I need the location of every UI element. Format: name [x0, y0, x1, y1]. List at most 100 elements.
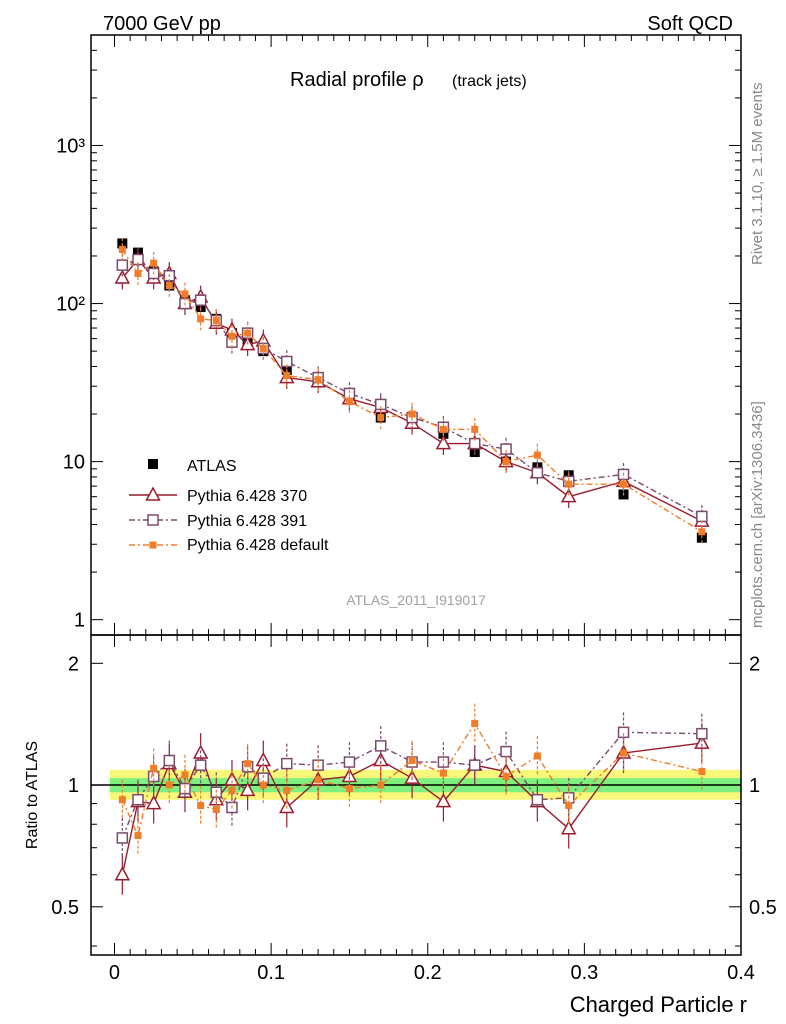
legend: ATLAS Pythia 6.428 370 Pythia 6.428 391 …	[129, 458, 329, 554]
ratio-point-pdefault	[244, 760, 252, 768]
main-title: Radial profile ρ	[290, 69, 424, 91]
main-point-pdefault	[244, 329, 252, 337]
legend-marker-p370	[145, 486, 161, 501]
main-point-pdefault	[181, 290, 189, 298]
main-point-pdefault	[134, 269, 142, 277]
main-point-p391	[696, 510, 708, 523]
ratio-point-pdefault	[259, 781, 267, 789]
ratio-point-pdefault	[118, 796, 126, 804]
ratio-point-p391	[531, 793, 544, 806]
ratio-y-tick-label: 1	[68, 775, 79, 797]
ratio-point-p391	[116, 832, 129, 844]
ratio-point-pdefault	[345, 785, 353, 793]
ratio-y-tick-label-right: 0.5	[749, 897, 777, 919]
ratio-point-p370	[114, 866, 131, 881]
main-point-p391	[531, 467, 544, 479]
ratio-point-p391	[375, 740, 387, 752]
main-point-p391	[500, 443, 512, 455]
x-tick-label: 0	[109, 962, 120, 984]
x-tick-label: 0.3	[570, 962, 598, 984]
ratio-point-p391	[343, 756, 356, 768]
ratio-point-p391	[179, 782, 191, 795]
ratio-point-pdefault	[181, 771, 189, 779]
main-point-pdefault	[408, 410, 416, 418]
main-point-pdefault	[439, 425, 447, 433]
ratio-point-pdefault	[165, 781, 173, 789]
ratio-point-pdefault	[408, 757, 416, 765]
legend-marker-pdefault	[149, 541, 157, 549]
main-point-pdefault	[150, 259, 158, 267]
main-point-p370	[114, 269, 131, 284]
x-axis-label: Charged Particle r	[570, 992, 747, 1017]
main-point-pdefault	[377, 414, 385, 422]
ratio-point-pdefault	[150, 764, 158, 772]
legend-label-atlas: ATLAS	[187, 458, 237, 475]
ratio-series-line-pdefault	[121, 722, 703, 838]
side-label-top: Rivet 3.1.10, ≥ 1.5M events	[749, 83, 766, 266]
main-point-pdefault	[118, 245, 126, 253]
ratio-point-p391	[696, 727, 708, 740]
ratio-point-p370	[560, 820, 577, 835]
ratio-series-line-p391	[121, 731, 702, 839]
ratio-point-pdefault	[314, 776, 322, 784]
main-series-line-p391	[122, 258, 703, 518]
main-y-tick-label: 10³	[56, 135, 85, 157]
main-point-pdefault	[620, 480, 628, 488]
ratio-point-p391	[617, 726, 630, 739]
ratio-ylabel: Ratio to ATLAS	[24, 741, 41, 849]
main-subtitle: (track jets)	[452, 73, 527, 90]
main-point-p391	[116, 259, 129, 271]
ratio-point-pdefault	[439, 769, 447, 777]
ratio-point-p391	[194, 759, 207, 771]
main-series-line-p370	[121, 258, 703, 522]
ratio-point-pdefault	[212, 806, 220, 814]
main-point-p370	[435, 435, 452, 450]
main-point-pdefault	[259, 344, 267, 352]
analysis-tag: ATLAS_2011_I919017	[346, 592, 486, 608]
ratio-point-p370	[694, 734, 710, 749]
ratio-point-pdefault	[698, 768, 706, 776]
legend-label-p370: Pythia 6.428 370	[187, 488, 307, 505]
ratio-point-pdefault	[620, 749, 628, 757]
ratio-point-pdefault	[283, 786, 291, 794]
ratio-point-p391	[132, 793, 144, 806]
ratio-panel-frame	[90, 634, 742, 956]
main-point-pdefault	[228, 332, 236, 340]
side-label-bottom: mcplots.cern.ch [arXiv:1306.3436]	[749, 401, 766, 628]
ratio-point-p370	[239, 781, 256, 797]
legend-label-pdefault: Pythia 6.428 default	[187, 537, 329, 554]
main-point-pdefault	[314, 376, 322, 384]
legend-marker-atlas	[148, 459, 158, 469]
main-point-pdefault	[345, 398, 353, 406]
header-right: Soft QCD	[647, 13, 733, 35]
main-point-pdefault	[698, 528, 706, 536]
ratio-point-pdefault	[197, 802, 205, 810]
ratio-point-pdefault	[565, 802, 573, 810]
main-point-pdefault	[197, 315, 205, 323]
main-point-pdefault	[533, 451, 541, 459]
main-point-pdefault	[283, 372, 291, 380]
ratio-point-pdefault	[502, 772, 510, 780]
ratio-point-pdefault	[471, 719, 479, 727]
main-y-tick-label: 10²	[56, 294, 85, 316]
ratio-point-p370	[224, 771, 240, 786]
ratio-point-pdefault	[134, 832, 142, 840]
ratio-point-p391	[468, 759, 481, 771]
x-tick-label: 0.1	[257, 962, 285, 984]
legend-marker-p391	[147, 514, 159, 526]
ratio-point-p391	[500, 745, 512, 758]
main-point-p391	[194, 294, 207, 306]
header-left: 7000 GeV pp	[103, 13, 221, 35]
ratio-point-pdefault	[533, 752, 541, 760]
main-point-pdefault	[212, 317, 220, 325]
x-tick-label: 0.2	[414, 962, 442, 984]
ratio-y-tick-label-right: 1	[749, 775, 760, 797]
ratio-point-p391	[163, 754, 176, 767]
main-point-pdefault	[565, 480, 573, 488]
ratio-y-tick-label: 0.5	[51, 897, 79, 919]
main-y-tick-label: 10	[63, 452, 85, 474]
ratio-point-p370	[435, 793, 452, 808]
ratio-y-tick-label-right: 2	[749, 653, 760, 675]
ratio-y-tick-label: 2	[68, 653, 79, 675]
